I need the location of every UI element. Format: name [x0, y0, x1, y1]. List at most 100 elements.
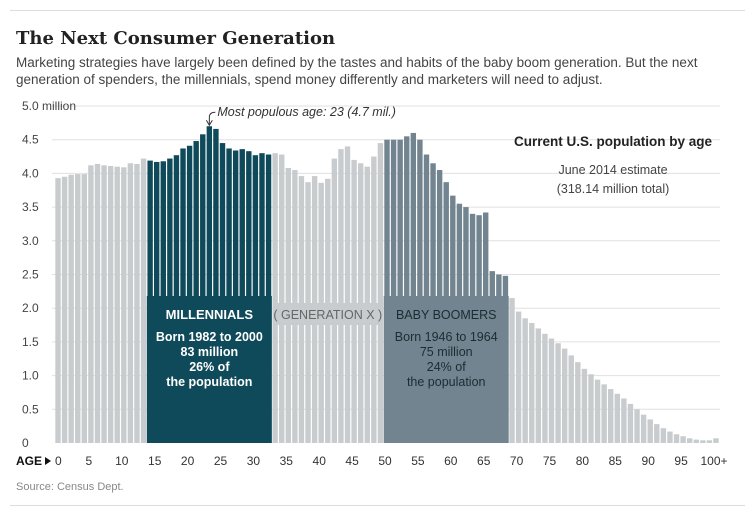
bar — [594, 379, 601, 443]
x-tick-label: 60 — [444, 454, 458, 468]
bar — [575, 362, 581, 443]
play-arrow-icon — [45, 457, 51, 465]
page-title: The Next Consumer Generation — [16, 28, 336, 49]
x-tick-label: 95 — [674, 454, 688, 468]
bar — [226, 148, 232, 443]
page-subtitle: Marketing strategies have largely been d… — [16, 55, 698, 87]
x-tick-label: 75 — [543, 454, 557, 468]
bar — [588, 374, 594, 443]
boomers-label: BABY BOOMERS — [396, 308, 497, 322]
bar — [140, 158, 147, 443]
bar — [700, 440, 706, 443]
x-tick-label: 50 — [378, 454, 392, 468]
bar — [640, 414, 647, 443]
bar — [377, 143, 384, 443]
bar — [101, 165, 107, 443]
bar — [410, 132, 417, 443]
bar — [706, 440, 713, 443]
bar — [186, 145, 193, 444]
x-tick-label: 35 — [280, 454, 294, 468]
bar — [219, 143, 226, 443]
bar — [667, 431, 673, 443]
boomers-detail: the population — [407, 375, 486, 389]
bar — [680, 436, 686, 443]
genx-box — [273, 303, 382, 325]
y-tick-label: 2.0 — [22, 301, 39, 315]
boomers-detail: 24% of — [427, 360, 466, 374]
bar — [654, 424, 660, 443]
x-tick-label: 10 — [115, 454, 129, 468]
bar — [88, 165, 94, 443]
bar — [390, 139, 397, 443]
boomers-panel — [383, 296, 509, 443]
bar — [344, 146, 351, 443]
x-tick-label: 100+ — [700, 454, 727, 468]
bar — [107, 165, 114, 443]
y-tick-label: 0.5 — [22, 402, 39, 416]
y-tick-label: 4.0 — [22, 166, 39, 180]
bar — [509, 298, 515, 443]
x-axis-labels: AGE 0 5 10 15 20 25 30 35 40 45 50 55 60 65 70 75 80 85 90 9… — [16, 454, 728, 468]
y-tick-label: 3.0 — [22, 234, 39, 248]
bar — [75, 174, 81, 443]
bar — [180, 148, 186, 443]
bar — [693, 439, 699, 443]
bar — [206, 126, 213, 443]
bar — [634, 409, 640, 443]
annotation-leader — [208, 111, 216, 125]
bar — [114, 166, 120, 443]
bar — [627, 403, 634, 443]
y-axis-labels: 0 0.5 1.0 1.5 2.0 2.5 3.0 3.5 4.0 4.5 5.0 million — [22, 99, 76, 450]
bar — [371, 156, 377, 444]
bar — [404, 136, 410, 443]
bar — [417, 139, 423, 443]
y-tick-label: 1.5 — [22, 335, 39, 349]
x-tick-label: 30 — [247, 454, 261, 468]
chart-subtitle-line-1: June 2014 estimate — [558, 163, 667, 177]
bar — [660, 428, 667, 443]
bar — [127, 163, 134, 444]
bar — [614, 393, 620, 443]
x-tick-label: 5 — [86, 454, 93, 468]
bar — [542, 333, 548, 443]
bar — [647, 419, 653, 443]
bar — [200, 134, 206, 444]
bar — [351, 159, 357, 444]
bar — [81, 174, 88, 443]
millennials-detail: Born 1982 to 2000 — [156, 330, 263, 344]
y-tick-label: 5.0 million — [22, 99, 76, 113]
bar — [279, 154, 285, 443]
bar — [522, 318, 528, 443]
bar — [193, 141, 199, 443]
x-tick-label: 20 — [181, 454, 195, 468]
y-tick-label: 3.5 — [22, 200, 39, 214]
bar — [581, 368, 588, 443]
millennials-panel — [146, 296, 272, 443]
bar — [601, 384, 607, 443]
bar — [213, 128, 219, 443]
annotation-arrow-icon — [205, 119, 213, 127]
x-tick-label: 65 — [477, 454, 491, 468]
x-tick-label: 0 — [55, 454, 62, 468]
chart-title: Current U.S. population by age — [514, 134, 713, 149]
bar — [568, 355, 574, 443]
bar — [55, 178, 61, 444]
x-tick-label: 85 — [609, 454, 623, 468]
x-tick-label: 55 — [411, 454, 425, 468]
x-tick-label: 25 — [214, 454, 228, 468]
bar — [134, 163, 140, 444]
y-tick-label: 1.0 — [22, 369, 39, 383]
chart-subtitle-line-2: (318.14 million total) — [557, 182, 670, 196]
bar — [673, 434, 680, 443]
x-tick-label: 15 — [148, 454, 162, 468]
x-tick-label: 80 — [576, 454, 590, 468]
source-note: Source: Census Dept. — [16, 481, 124, 493]
millennials-detail: 26% of — [189, 360, 230, 374]
bar — [397, 139, 403, 443]
bar — [338, 149, 344, 444]
bar — [621, 398, 627, 443]
bar — [713, 438, 719, 443]
millennials-detail: 83 million — [181, 345, 239, 359]
bar — [68, 174, 74, 444]
